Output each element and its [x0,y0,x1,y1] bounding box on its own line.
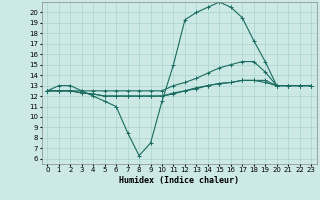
X-axis label: Humidex (Indice chaleur): Humidex (Indice chaleur) [119,176,239,185]
